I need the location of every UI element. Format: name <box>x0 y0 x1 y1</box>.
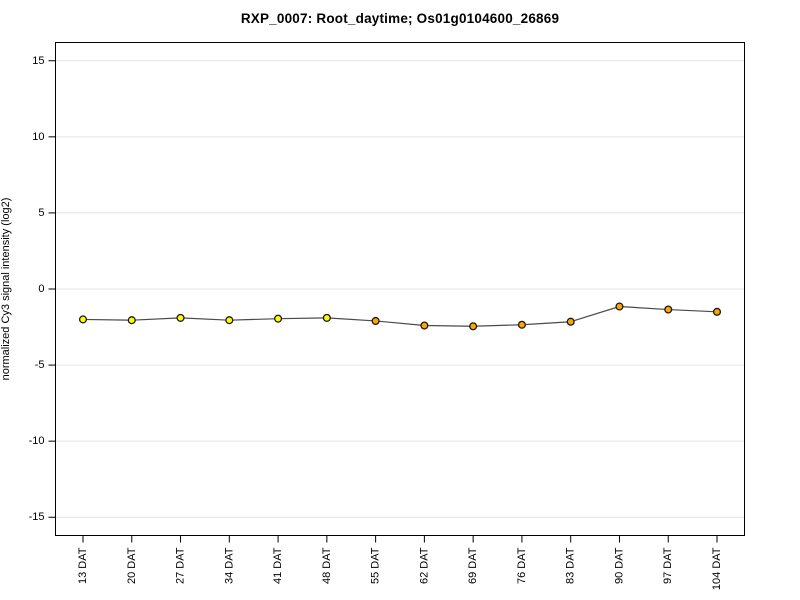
x-tick-label: 76 DAT <box>516 547 528 584</box>
x-tick-label: 41 DAT <box>272 547 284 584</box>
x-tick-label: 34 DAT <box>223 547 235 584</box>
data-point <box>176 313 185 322</box>
x-tick-label: 13 DAT <box>77 547 89 584</box>
y-tick-label: 0 <box>38 283 44 295</box>
data-point <box>566 317 575 326</box>
x-tick-label: 55 DAT <box>370 547 382 584</box>
data-point <box>517 320 526 329</box>
data-point <box>371 316 380 326</box>
y-tick-label: 15 <box>32 55 44 67</box>
y-tick-label: 5 <box>38 207 44 219</box>
data-point <box>615 302 624 311</box>
data-point <box>469 322 478 331</box>
y-tick-label: 10 <box>32 131 44 143</box>
y-tick-label: -5 <box>35 359 45 371</box>
series-line <box>82 305 718 327</box>
data-point <box>225 316 234 325</box>
data-point <box>712 307 722 316</box>
x-tick-label: 62 DAT <box>418 547 430 584</box>
data-point <box>127 316 136 325</box>
data-point <box>274 314 283 323</box>
x-tick-label: 20 DAT <box>126 547 138 584</box>
x-tick-label: 90 DAT <box>613 547 625 584</box>
data-point <box>664 305 673 314</box>
y-tick-label: -15 <box>29 511 45 523</box>
data-point <box>322 313 331 322</box>
x-tick-label: 97 DAT <box>662 547 674 584</box>
x-tick-label: 69 DAT <box>467 547 479 584</box>
x-tick-label: 48 DAT <box>321 547 333 584</box>
x-tick-label: 83 DAT <box>565 547 577 584</box>
chart-title: RXP_0007: Root_daytime; Os01g0104600_268… <box>240 11 560 26</box>
y-tick-label: -10 <box>29 435 45 447</box>
data-point <box>420 321 429 330</box>
x-tick-label: 27 DAT <box>175 547 187 584</box>
data-point <box>78 315 88 324</box>
x-tick-label: 104 DAT <box>711 547 723 590</box>
